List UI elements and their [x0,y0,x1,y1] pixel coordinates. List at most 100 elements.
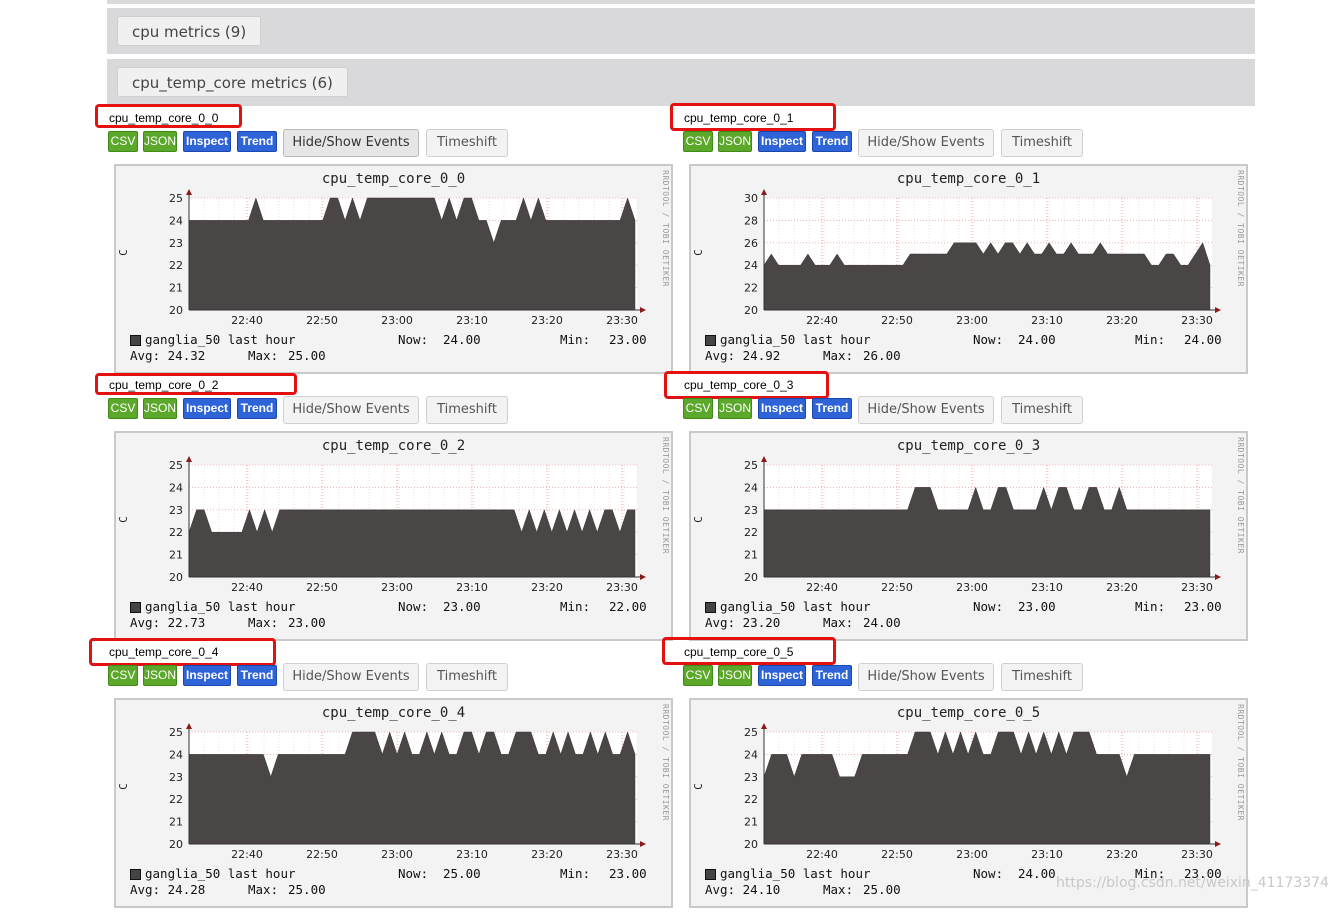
csv-button[interactable]: CSV [108,131,138,152]
metric-graph[interactable]: 20 21 22 23 24 25 22:40 22:50 23:00 23:10 23:20 23:… [689,698,1248,908]
timeshift-button[interactable]: Timeshift [426,129,508,157]
y-tick-label: 26 [744,237,758,250]
trend-button[interactable]: Trend [237,398,277,419]
legend-now-value: 24.00 [1018,866,1056,881]
y-tick-label: 23 [169,771,183,784]
y-axis-arrow [761,723,767,729]
y-tick-label: 23 [169,237,183,250]
json-button[interactable]: JSON [718,665,752,686]
legend-min-value: 23.00 [1184,599,1222,614]
x-tick-label: 23:00 [956,581,988,593]
metric-title[interactable]: cpu_temp_core_0_2 [109,378,219,392]
legend-now-label: Now: [398,332,429,347]
metric-graph[interactable]: 20 21 22 23 24 25 22:40 22:50 23:00 23:10 23:20 23:… [114,164,673,374]
csv-button[interactable]: CSV [108,665,138,686]
x-tick-label: 23:10 [1031,581,1063,593]
timeshift-button[interactable]: Timeshift [1001,129,1083,157]
inspect-button[interactable]: Inspect [758,665,806,686]
hide-show-events-button[interactable]: Hide/Show Events [283,663,419,691]
metric-title[interactable]: cpu_temp_core_0_0 [109,111,219,125]
metric-title[interactable]: cpu_temp_core_0_5 [684,645,794,659]
csv-button[interactable]: CSV [683,398,713,419]
y-tick-label: 24 [169,214,183,227]
trend-button[interactable]: Trend [812,665,852,686]
csv-button[interactable]: CSV [683,665,713,686]
hide-show-events-button[interactable]: Hide/Show Events [283,396,419,424]
inspect-button[interactable]: Inspect [183,131,231,152]
rrdtool-credit: RRDTOOL / TOBI OETIKER [661,170,670,287]
trend-button[interactable]: Trend [812,398,852,419]
metric-graph[interactable]: 20 21 22 23 24 25 22:40 22:50 23:00 23:10 23:20 23:… [689,431,1248,641]
legend-avg-value: 23.20 [742,615,781,630]
json-button[interactable]: JSON [718,398,752,419]
legend-avg-value: 22.73 [167,615,206,630]
metric-title[interactable]: cpu_temp_core_0_4 [109,645,219,659]
y-tick-label: 22 [744,793,758,806]
x-tick-label: 22:40 [231,848,263,860]
trend-button[interactable]: Trend [237,131,277,152]
csv-button[interactable]: CSV [108,398,138,419]
legend-label: ganglia_50 last hour [720,599,871,614]
y-tick-label: 20 [744,304,758,317]
y-tick-label: 23 [744,771,758,784]
highlight-box [95,104,242,128]
inspect-button[interactable]: Inspect [758,131,806,152]
hide-show-events-button[interactable]: Hide/Show Events [858,663,994,691]
inspect-button[interactable]: Inspect [183,398,231,419]
legend-min-value: 22.00 [609,599,647,614]
chart-svg: 20 21 22 23 24 25 22:40 22:50 23:00 23:10 23:20 23:… [169,723,646,860]
graph-title: cpu_temp_core_0_5 [896,705,1041,721]
timeshift-button[interactable]: Timeshift [1001,396,1083,424]
timeshift-button[interactable]: Timeshift [426,396,508,424]
timeshift-button[interactable]: Timeshift [1001,663,1083,691]
legend-max-value: 23.00 [288,615,326,630]
rrdtool-credit: RRDTOOL / TOBI OETIKER [661,437,670,554]
legend-max-label: Max: [248,882,279,897]
series-area [763,242,1211,311]
x-tick-label: 23:20 [1106,581,1138,593]
metric-graph[interactable]: 20 22 24 26 28 30 22:40 22:50 23:00 23:10 23:20 23:… [689,164,1248,374]
y-tick-label: 22 [744,526,758,539]
json-button[interactable]: JSON [143,665,177,686]
hide-show-events-button[interactable]: Hide/Show Events [283,129,419,157]
y-tick-label: 25 [744,459,758,472]
metric-graph[interactable]: 20 21 22 23 24 25 22:40 22:50 23:00 23:10 23:20 23:… [114,431,673,641]
group-button-cpu-metrics[interactable]: cpu metrics (9) [117,16,262,46]
legend-row: ganglia_50 last hour [130,599,296,614]
trend-button[interactable]: Trend [237,665,277,686]
legend-now-label: Now: [398,599,429,614]
json-button[interactable]: JSON [143,398,177,419]
legend-min-value: 23.00 [1184,866,1222,881]
json-button[interactable]: JSON [143,131,177,152]
json-button[interactable]: JSON [718,131,752,152]
timeshift-button[interactable]: Timeshift [426,663,508,691]
inspect-button[interactable]: Inspect [758,398,806,419]
metric-graph[interactable]: 20 21 22 23 24 25 22:40 22:50 23:00 23:10 23:20 23:… [114,698,673,908]
csv-button[interactable]: CSV [683,131,713,152]
legend-swatch [705,335,716,346]
legend-avg-label: Avg: [130,615,168,630]
y-tick-label: 25 [169,726,183,739]
y-axis-unit: C [116,783,130,790]
trend-button[interactable]: Trend [812,131,852,152]
inspect-button[interactable]: Inspect [183,665,231,686]
hide-show-events-button[interactable]: Hide/Show Events [858,129,994,157]
metric-title[interactable]: cpu_temp_core_0_3 [684,378,794,392]
series-area [188,731,636,845]
legend-avg-label: Avg: [130,882,168,897]
y-tick-label: 20 [744,838,758,851]
y-tick-label: 23 [169,504,183,517]
group-button-cpu-temp-core-metrics[interactable]: cpu_temp_core metrics (6) [117,67,348,97]
x-tick-label: 23:20 [1106,314,1138,326]
legend-row: ganglia_50 last hour [705,332,871,347]
hide-show-events-button[interactable]: Hide/Show Events [858,396,994,424]
chart-svg: 20 21 22 23 24 25 22:40 22:50 23:00 23:10 23:20 23:… [169,189,646,326]
legend-label: ganglia_50 last hour [720,866,871,881]
legend-min-label: Min: [560,332,591,347]
legend-min-label: Min: [560,599,591,614]
x-tick-label: 22:50 [881,314,913,326]
x-tick-label: 22:50 [881,848,913,860]
metric-title[interactable]: cpu_temp_core_0_1 [684,111,794,125]
x-axis-arrow [1215,307,1221,313]
legend-avg-value: 24.10 [742,882,781,897]
